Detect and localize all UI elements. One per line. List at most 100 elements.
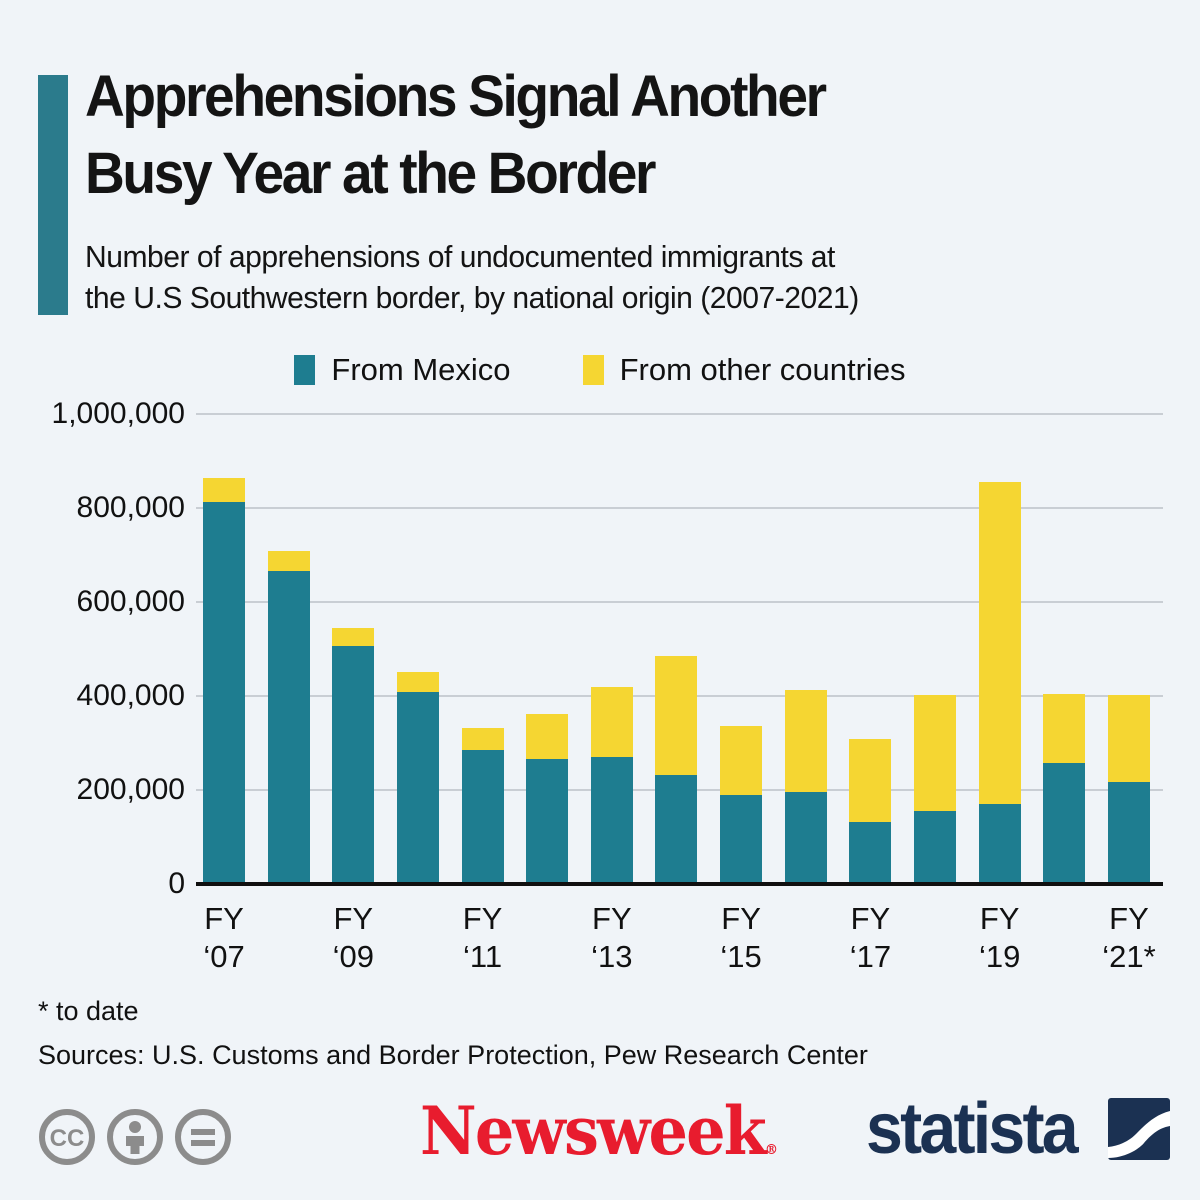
bar-segment-mexico — [203, 501, 245, 882]
attribution-person-icon — [107, 1109, 163, 1165]
newsweek-registered-mark: ® — [764, 1142, 778, 1158]
creative-commons-icons: CC — [38, 1108, 232, 1166]
x-tick-line-year: ‘13 — [591, 939, 633, 974]
bar-FY-'14 — [655, 656, 698, 882]
bar-segment-mexico — [784, 792, 827, 882]
no-derivatives-equals-icon — [175, 1109, 231, 1165]
bar-segment-mexico — [1107, 781, 1150, 882]
x-tick-line-year: ‘09 — [332, 939, 374, 974]
y-axis-tick-label: 800,000 — [76, 491, 185, 524]
bar-segment-other-countries — [590, 687, 633, 758]
x-axis-tick-label: FY ‘09 — [293, 900, 413, 976]
bar-segment-mexico — [849, 821, 892, 882]
x-tick-line-year: ‘21* — [1102, 939, 1156, 974]
legend-swatch-other-icon — [582, 355, 604, 385]
x-tick-line-year: ‘19 — [978, 939, 1021, 974]
newsweek-logo: Newsweek® — [420, 1092, 778, 1170]
legend-label-other: From other countries — [619, 352, 906, 387]
bar-FY-'15 — [720, 726, 763, 882]
bar-FY-'12 — [526, 714, 569, 882]
x-tick-line-fy: FY — [204, 901, 244, 936]
legend-label-mexico: From Mexico — [331, 352, 511, 387]
footnote: * to date — [38, 996, 139, 1026]
bar-segment-mexico — [396, 692, 439, 882]
title-line-1: Apprehensions Signal Another — [85, 64, 827, 129]
x-tick-line-fy: FY — [721, 901, 761, 936]
bar-segment-other-countries — [1107, 695, 1150, 782]
bar-segment-other-countries — [1043, 693, 1086, 764]
cc-icon: CC — [39, 1109, 95, 1165]
bar-segment-mexico — [590, 757, 633, 882]
bar-segment-other-countries — [203, 478, 245, 502]
bar-FY-'18 — [914, 695, 957, 882]
subtitle-line-1: Number of apprehensions of undocumented … — [85, 239, 835, 274]
x-axis-tick-label: FY ‘17 — [810, 900, 930, 976]
x-axis-tick-label: FY ‘19 — [940, 900, 1060, 976]
gridline-800000 — [196, 507, 1163, 509]
bar-segment-other-countries — [655, 656, 698, 776]
bar-segment-mexico — [914, 810, 957, 882]
bar-segment-other-countries — [784, 689, 827, 793]
statista-logo: statista — [866, 1088, 1171, 1170]
bar-FY-'09 — [332, 628, 375, 882]
x-axis-tick-label: FY ‘21* — [1069, 900, 1189, 976]
sources-line: Sources: U.S. Customs and Border Protect… — [38, 1040, 868, 1070]
bar-segment-other-countries — [461, 727, 504, 750]
statista-logo-text: statista — [866, 1089, 1079, 1169]
x-tick-line-fy: FY — [592, 901, 632, 936]
bar-chart-plot-area: 0 200,000 400,000 600,000 800,000 1,000,000 FY… — [52, 397, 1163, 974]
bar-FY-'11 — [461, 727, 504, 882]
x-tick-line-fy: FY — [462, 901, 503, 936]
x-tick-line-year: ‘17 — [849, 939, 892, 974]
newsweek-logo-text: Newsweek — [420, 1092, 767, 1170]
x-axis-tick-label: FY ‘13 — [552, 900, 672, 976]
bar-segment-other-countries — [526, 714, 569, 759]
x-axis-tick-label: FY ‘07 — [164, 900, 284, 976]
bar-segment-other-countries — [914, 695, 957, 811]
page-title: Apprehensions Signal Another Busy Year a… — [85, 58, 1092, 212]
gridline-1000000 — [196, 413, 1163, 415]
x-axis-tick-label: FY ‘11 — [423, 900, 543, 976]
x-tick-line-fy: FY — [333, 901, 374, 936]
bar-FY-'17 — [849, 739, 892, 882]
bar-segment-mexico — [332, 645, 375, 882]
bar-segment-other-countries — [849, 739, 892, 822]
x-tick-line-year: ‘11 — [463, 939, 503, 974]
bar-segment-other-countries — [332, 628, 375, 646]
title-accent-bar — [38, 75, 68, 315]
bar-FY-'19 — [978, 482, 1021, 882]
bar-segment-mexico — [978, 803, 1021, 882]
legend-item-other: From other countries — [582, 352, 906, 388]
bar-segment-mexico — [655, 775, 698, 882]
bar-segment-other-countries — [267, 550, 310, 571]
bar-segment-mexico — [720, 794, 763, 882]
y-axis-tick-label: 1,000,000 — [51, 397, 185, 430]
bar-segment-other-countries — [396, 671, 439, 693]
title-line-2: Busy Year at the Border — [85, 141, 656, 206]
x-tick-line-fy: FY — [979, 901, 1020, 936]
legend-swatch-mexico-icon — [294, 355, 316, 385]
statista-wave-icon — [1108, 1098, 1171, 1160]
bar-FY-'08 — [267, 550, 310, 882]
x-tick-line-year: ‘07 — [203, 939, 245, 974]
bar-FY-'16 — [784, 689, 827, 882]
y-axis-tick-label: 0 — [168, 867, 185, 900]
bar-segment-mexico — [267, 570, 310, 882]
subtitle-line-2: the U.S Southwestern border, by national… — [85, 280, 859, 315]
bar-FY-'10 — [396, 671, 439, 882]
x-axis-baseline — [196, 882, 1163, 886]
bar-segment-mexico — [461, 749, 504, 882]
legend-item-mexico: From Mexico — [294, 352, 511, 388]
y-axis-tick-label: 200,000 — [76, 773, 185, 806]
page-subtitle: Number of apprehensions of undocumented … — [85, 236, 1113, 318]
bar-segment-other-countries — [978, 482, 1021, 804]
bar-FY-'21 — [1107, 695, 1150, 882]
gridline-600000 — [196, 601, 1163, 603]
bar-segment-other-countries — [720, 726, 763, 795]
svg-text:CC: CC — [50, 1125, 85, 1152]
bar-segment-mexico — [1043, 763, 1086, 882]
bar-FY-'13 — [590, 687, 633, 882]
y-axis-tick-label: 400,000 — [76, 679, 185, 712]
bar-FY-'07 — [203, 478, 245, 882]
